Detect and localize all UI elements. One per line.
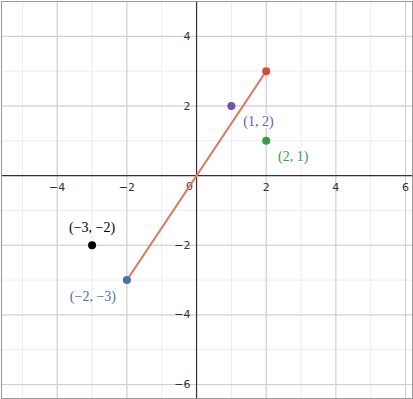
svg-text:(2, 1): (2, 1) bbox=[278, 149, 309, 165]
svg-text:4: 4 bbox=[332, 181, 339, 194]
svg-text:(−2, −3): (−2, −3) bbox=[70, 289, 116, 305]
svg-text:(−3, −2): (−3, −2) bbox=[69, 220, 115, 236]
svg-text:−6: −6 bbox=[174, 378, 190, 391]
svg-text:2: 2 bbox=[184, 99, 191, 112]
svg-text:−2: −2 bbox=[119, 181, 135, 194]
svg-text:2: 2 bbox=[263, 181, 270, 194]
svg-text:−4: −4 bbox=[174, 308, 190, 321]
svg-text:−4: −4 bbox=[49, 181, 65, 194]
svg-text:−2: −2 bbox=[174, 239, 190, 252]
svg-text:6: 6 bbox=[402, 181, 409, 194]
svg-text:0: 0 bbox=[186, 180, 194, 194]
svg-text:4: 4 bbox=[184, 30, 191, 43]
svg-text:(1, 2): (1, 2) bbox=[243, 114, 274, 130]
